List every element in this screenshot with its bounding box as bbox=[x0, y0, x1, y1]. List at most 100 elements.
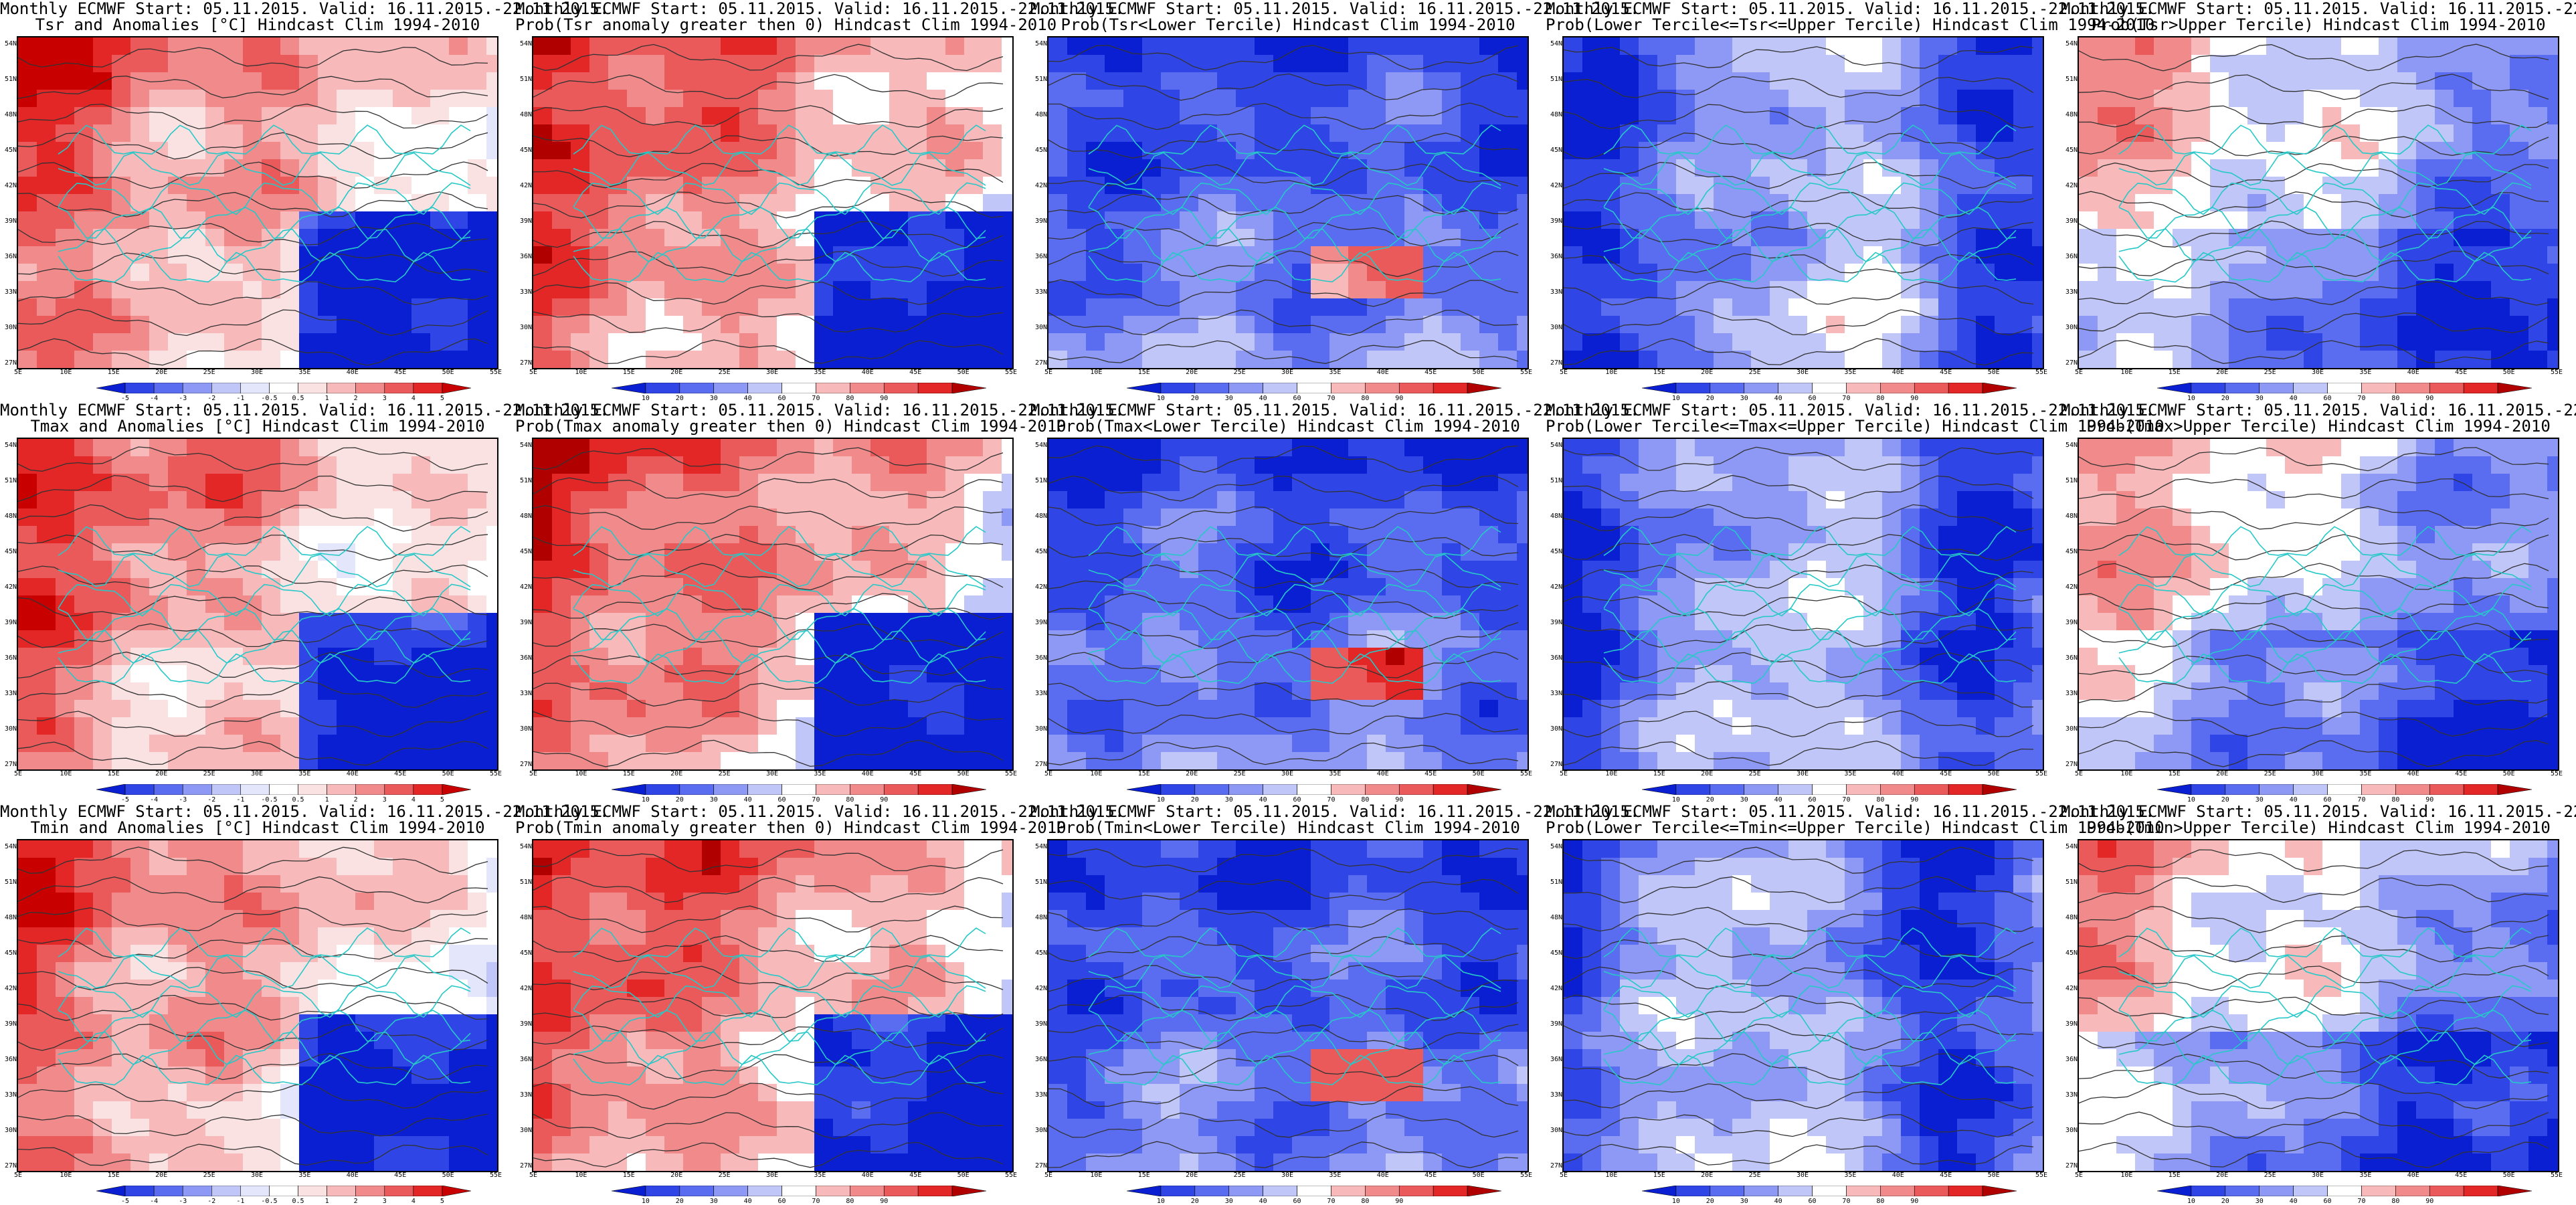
lon-tick-label: 50E bbox=[2502, 369, 2515, 376]
lon-tick-label: 45E bbox=[1940, 1172, 1952, 1179]
contour-line bbox=[1048, 994, 1519, 1022]
coastline bbox=[58, 927, 471, 958]
colorbar-segment bbox=[747, 783, 782, 796]
colorbar-tick-label: 5 bbox=[440, 796, 444, 804]
coastline bbox=[573, 1031, 986, 1065]
colorbar bbox=[1126, 382, 1502, 394]
lon-tick-label: 50E bbox=[2502, 770, 2515, 777]
colorbar-tick-label: 20 bbox=[2221, 796, 2229, 804]
map-panel: Monthly ECMWF Start: 05.11.2015. Valid: … bbox=[1030, 401, 1639, 804]
contour-line bbox=[18, 76, 488, 99]
lat-tick-label: 30N bbox=[2065, 1127, 2078, 1134]
colorbar-segment bbox=[355, 783, 385, 796]
lon-tick-label: 5E bbox=[13, 770, 23, 777]
lon-tick-label: 40E bbox=[1376, 1172, 1389, 1179]
contour-line bbox=[533, 965, 1004, 991]
colorbar-tick-label: 10 bbox=[1671, 1198, 1680, 1205]
lat-tick-label: 30N bbox=[519, 324, 532, 331]
lon-tick-label: 50E bbox=[1987, 770, 2000, 777]
lon-tick-label: 40E bbox=[2407, 369, 2419, 376]
contour-line bbox=[18, 876, 488, 904]
lon-tick-label: 5E bbox=[1559, 369, 1568, 376]
map-panel: Monthly ECMWF Start: 05.11.2015. Valid: … bbox=[1030, 0, 1639, 402]
coastline bbox=[2118, 630, 2532, 664]
colorbar-segment bbox=[2293, 1185, 2328, 1197]
lon-tick-label: 40E bbox=[346, 369, 359, 376]
colorbar-tick-label: 20 bbox=[675, 796, 684, 804]
contour-line bbox=[533, 593, 1004, 620]
map-title-line2: Prob(Tsr anomaly greater then 0) Hindcas… bbox=[515, 15, 1057, 34]
coastline bbox=[2118, 553, 2532, 587]
map-panel: Monthly ECMWF Start: 05.11.2015. Valid: … bbox=[1546, 0, 2154, 402]
map-field-svg bbox=[533, 37, 1012, 368]
contour-line bbox=[533, 250, 1004, 277]
coastline bbox=[573, 653, 986, 684]
colorbar-tick-label: 80 bbox=[846, 395, 854, 402]
contour-line bbox=[533, 739, 1004, 767]
map-canvas bbox=[532, 839, 1014, 1172]
lat-tick-label: 39N bbox=[1550, 217, 1562, 225]
lat-tick-label: 42N bbox=[2065, 583, 2078, 591]
lat-tick-label: 45N bbox=[4, 548, 17, 555]
contour-line bbox=[1564, 308, 2034, 336]
lon-tick-label: 30E bbox=[1796, 369, 1809, 376]
lon-tick-label: 5E bbox=[1044, 770, 1053, 777]
contour-line bbox=[1564, 680, 2034, 709]
colorbar-segment bbox=[1263, 783, 1297, 796]
contour-line bbox=[1564, 906, 2034, 932]
lon-tick-label: 10E bbox=[2120, 770, 2133, 777]
contour-line bbox=[18, 595, 488, 617]
colorbar-segment bbox=[1331, 382, 1366, 394]
lat-tick-label: 33N bbox=[2065, 288, 2078, 296]
colorbar-tick-label: 60 bbox=[1808, 1198, 1817, 1205]
colorbar-tick-label: 60 bbox=[1293, 796, 1301, 804]
colorbar-segment bbox=[2191, 783, 2226, 796]
lat-tick-label: 54N bbox=[1034, 442, 1047, 449]
contour-line bbox=[1048, 741, 1519, 765]
lat-tick-label: 30N bbox=[1550, 324, 1562, 331]
colorbar-segment bbox=[153, 382, 183, 394]
colorbar-tick-label: 4 bbox=[411, 1198, 416, 1205]
map-canvas bbox=[1047, 839, 1529, 1172]
colorbar-tick-label: 80 bbox=[2391, 796, 2400, 804]
lat-tick-label: 27N bbox=[1550, 359, 1562, 367]
lon-tick-label: 35E bbox=[298, 770, 311, 777]
contour-line bbox=[18, 191, 488, 217]
colorbar-segment bbox=[1641, 1185, 1677, 1197]
lon-tick-label: 25E bbox=[203, 1172, 215, 1179]
colorbar-segment bbox=[2361, 783, 2396, 796]
contour-line bbox=[533, 1111, 1004, 1139]
lat-tick-label: 39N bbox=[1034, 217, 1047, 225]
colorbar-tick-label: 10 bbox=[641, 1198, 650, 1205]
lat-tick-label: 48N bbox=[1550, 914, 1562, 921]
lat-tick-label: 36N bbox=[2065, 253, 2078, 260]
colorbar-segment bbox=[1812, 783, 1847, 796]
lon-tick-label: 55E bbox=[1520, 1172, 1533, 1179]
lon-tick-label: 40E bbox=[1892, 369, 1904, 376]
lat-tick-label: 48N bbox=[519, 914, 532, 921]
contour-line bbox=[1048, 1054, 1519, 1078]
lat-tick-label: 39N bbox=[2065, 619, 2078, 626]
map-title-line2: Prob(Tsr<Lower Tercile) Hindcast Clim 19… bbox=[1061, 15, 1515, 34]
colorbar-segment bbox=[211, 1185, 241, 1197]
lat-tick-label: 42N bbox=[1550, 182, 1562, 189]
colorbar-segment bbox=[298, 1185, 327, 1197]
coastline bbox=[1088, 927, 1501, 958]
colorbar-segment bbox=[1228, 1185, 1263, 1197]
coastline bbox=[573, 608, 986, 641]
colorbar-tick-label: 30 bbox=[2255, 796, 2264, 804]
colorbar-segment bbox=[1846, 783, 1881, 796]
contour-line bbox=[2079, 592, 2549, 620]
contour-line bbox=[533, 1025, 1004, 1048]
contour-line bbox=[2079, 739, 2549, 767]
lon-tick-label: 15E bbox=[1653, 1172, 1665, 1179]
lon-tick-label: 5E bbox=[1559, 770, 1568, 777]
contour-line bbox=[533, 905, 1004, 933]
colorbar-segment bbox=[1263, 382, 1297, 394]
lat-tick-label: 36N bbox=[1550, 1056, 1562, 1063]
map-panel: Monthly ECMWF Start: 05.11.2015. Valid: … bbox=[2061, 803, 2576, 1205]
coastline bbox=[573, 1010, 986, 1042]
contour-line bbox=[533, 1141, 1004, 1168]
colorbar-tick-label: 30 bbox=[1740, 796, 1748, 804]
